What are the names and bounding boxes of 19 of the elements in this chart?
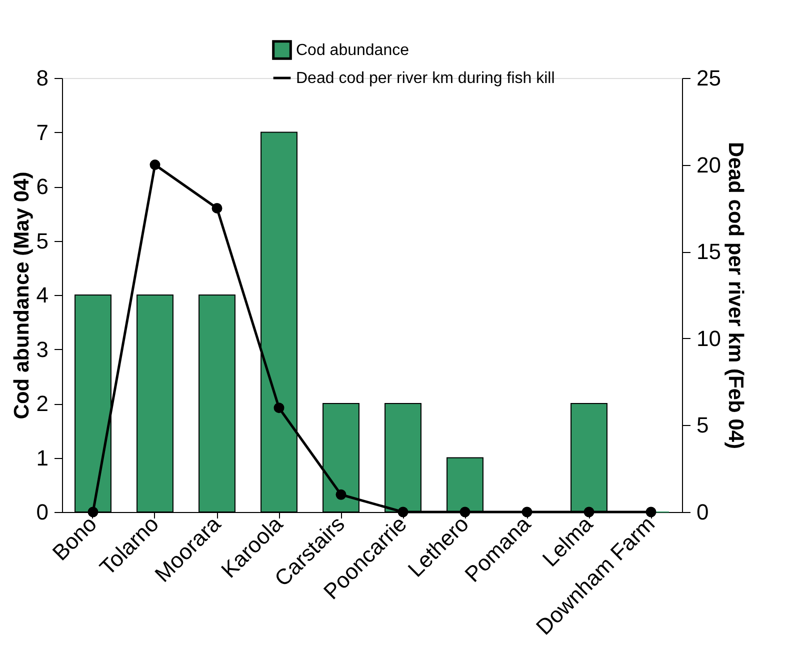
y-tick-label: 5	[36, 228, 48, 254]
legend-label: Dead cod per river km during fish kill	[296, 70, 555, 87]
y2-tick-label: 10	[696, 326, 721, 351]
y-tick-label: 1	[36, 445, 48, 470]
y2-tick-label: 20	[696, 152, 721, 178]
y2-tick-label: 0	[696, 500, 709, 524]
y-axis-title: Cod abundance (May 04)	[10, 172, 34, 420]
y2-tick-label: 5	[696, 412, 709, 438]
y-tick-label: 2	[36, 391, 48, 416]
y-tick-label: 3	[36, 336, 48, 362]
y2-axis-title: Dead cod per river km (Feb 04)	[724, 142, 747, 449]
legend-label: Cod abundance	[296, 42, 410, 59]
y2-tick-label: 15	[696, 239, 721, 264]
y-tick-label: 4	[36, 282, 48, 308]
y2-tick-label: 25	[696, 66, 721, 90]
y-tick-label: 8	[36, 66, 48, 90]
y-tick-label: 6	[36, 174, 48, 199]
y-tick-label: 7	[36, 120, 48, 145]
y-tick-label: 0	[36, 500, 48, 524]
